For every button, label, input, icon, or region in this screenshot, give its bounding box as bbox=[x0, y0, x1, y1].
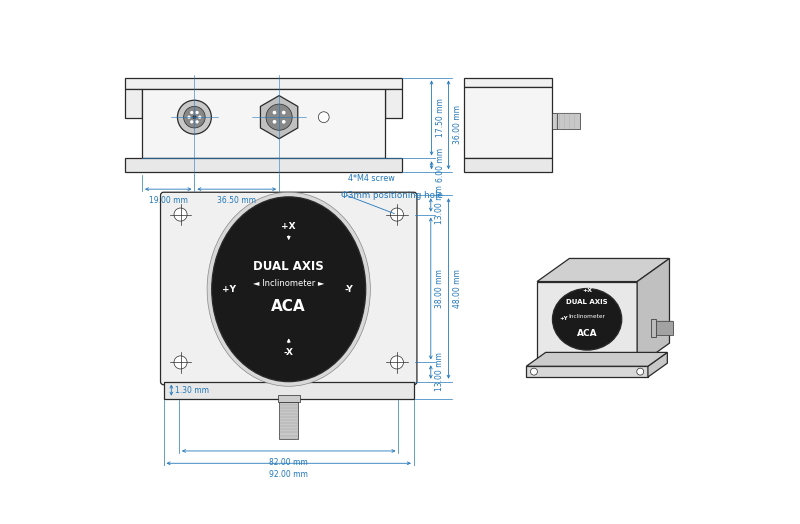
Circle shape bbox=[390, 208, 403, 221]
Circle shape bbox=[318, 112, 329, 123]
Bar bbox=[279, 402, 298, 439]
Text: 4*M4 screw: 4*M4 screw bbox=[349, 174, 395, 183]
Text: 48.00 mm: 48.00 mm bbox=[453, 269, 462, 308]
Circle shape bbox=[174, 356, 187, 369]
Polygon shape bbox=[526, 366, 648, 377]
Text: DUAL AXIS: DUAL AXIS bbox=[254, 260, 324, 272]
Circle shape bbox=[190, 121, 193, 123]
Text: ◄ Inclinometer ►: ◄ Inclinometer ► bbox=[253, 279, 325, 288]
Text: 13.00 mm: 13.00 mm bbox=[435, 353, 445, 391]
Text: DUAL AXIS: DUAL AXIS bbox=[566, 299, 608, 305]
Bar bbox=[125, 158, 402, 172]
Circle shape bbox=[637, 368, 644, 375]
Circle shape bbox=[274, 112, 276, 114]
Circle shape bbox=[274, 121, 276, 123]
Circle shape bbox=[530, 368, 538, 375]
Circle shape bbox=[199, 116, 201, 118]
Bar bbox=[553, 113, 557, 129]
Circle shape bbox=[266, 104, 292, 130]
Text: Inclinometer: Inclinometer bbox=[569, 314, 606, 319]
Text: 19.00 mm: 19.00 mm bbox=[149, 196, 188, 205]
Circle shape bbox=[174, 208, 187, 221]
Bar bbox=[464, 158, 553, 172]
Circle shape bbox=[196, 112, 198, 113]
Circle shape bbox=[282, 121, 285, 123]
Text: +X: +X bbox=[282, 222, 296, 231]
FancyBboxPatch shape bbox=[161, 192, 417, 385]
Text: 82.00 mm: 82.00 mm bbox=[270, 458, 308, 467]
Text: 36.50 mm: 36.50 mm bbox=[218, 196, 256, 205]
Text: 6.00 mm: 6.00 mm bbox=[436, 148, 445, 182]
Bar bbox=[464, 87, 553, 158]
Text: 38.00 mm: 38.00 mm bbox=[435, 269, 445, 308]
Polygon shape bbox=[637, 258, 670, 366]
Bar bbox=[163, 381, 414, 399]
Polygon shape bbox=[261, 95, 298, 139]
Bar bbox=[464, 78, 553, 87]
Circle shape bbox=[390, 356, 403, 369]
Bar bbox=[656, 321, 673, 335]
Text: ACA: ACA bbox=[271, 299, 306, 314]
Text: 17.50 mm: 17.50 mm bbox=[436, 99, 445, 137]
Circle shape bbox=[196, 121, 198, 123]
Bar bbox=[125, 89, 142, 118]
Circle shape bbox=[282, 112, 285, 114]
Circle shape bbox=[190, 112, 193, 113]
Bar bbox=[125, 78, 402, 89]
Bar bbox=[386, 89, 402, 118]
Text: 92.00 mm: 92.00 mm bbox=[270, 470, 308, 479]
Text: -X: -X bbox=[284, 348, 294, 357]
Polygon shape bbox=[537, 258, 670, 281]
Circle shape bbox=[194, 116, 195, 118]
Ellipse shape bbox=[212, 197, 366, 381]
Bar bbox=[651, 319, 656, 337]
Text: +X: +X bbox=[582, 288, 592, 292]
Bar bbox=[278, 395, 299, 402]
Bar bbox=[142, 89, 386, 158]
Text: ACA: ACA bbox=[577, 329, 598, 337]
Text: Φ3mm positioning hole: Φ3mm positioning hole bbox=[341, 191, 442, 200]
Circle shape bbox=[188, 116, 190, 118]
Polygon shape bbox=[537, 281, 637, 366]
Circle shape bbox=[184, 106, 205, 128]
Polygon shape bbox=[648, 353, 667, 377]
Text: +Y: +Y bbox=[560, 316, 568, 321]
Text: 13.00 mm: 13.00 mm bbox=[435, 185, 445, 224]
Circle shape bbox=[178, 100, 211, 134]
Text: 36.00 mm: 36.00 mm bbox=[453, 105, 462, 145]
Text: +Y: +Y bbox=[222, 285, 236, 294]
Ellipse shape bbox=[553, 289, 622, 350]
Polygon shape bbox=[526, 353, 667, 366]
Bar bbox=[557, 113, 580, 129]
Ellipse shape bbox=[207, 192, 370, 386]
Text: 1.30 mm: 1.30 mm bbox=[175, 386, 209, 395]
Text: -Y: -Y bbox=[345, 285, 353, 294]
